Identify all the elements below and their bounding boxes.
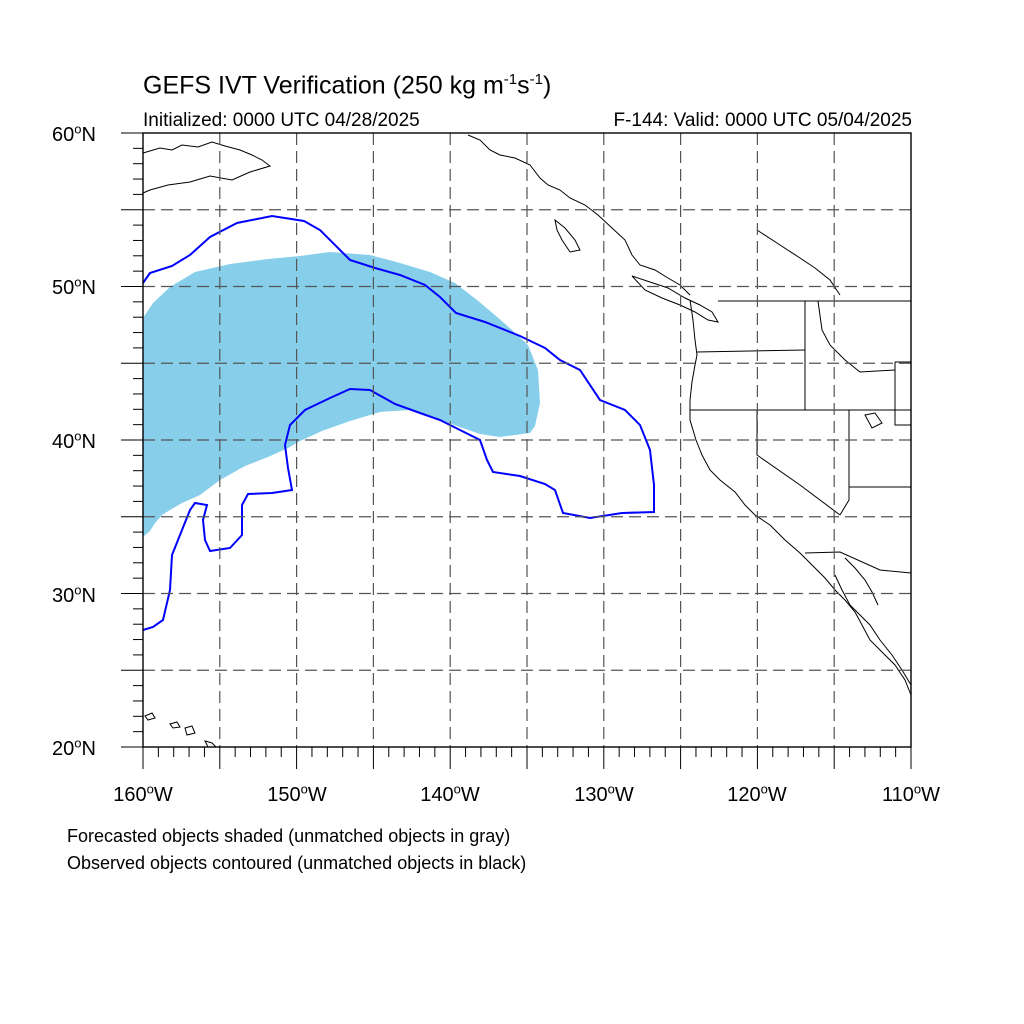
lat-label-60: 60oN: [52, 121, 96, 146]
footnote-forecast: Forecasted objects shaded (unmatched obj…: [67, 826, 511, 846]
observed-object-contour: [142, 214, 655, 631]
hawaii-island-2: [169, 721, 181, 729]
hawaii-island-3: [184, 725, 196, 736]
lat-label-30: 30oN: [52, 582, 96, 607]
lon-label-120w: 120oW: [727, 781, 787, 806]
vancouver-island: [631, 275, 720, 323]
lon-label-160w: 160oW: [113, 781, 173, 806]
graticule: [143, 133, 911, 747]
ca-nv-diagonal: [756, 410, 841, 516]
bc-interior: [756, 229, 841, 296]
wa-or-border: [696, 349, 806, 353]
hawaii-island-4: [204, 740, 218, 748]
us-west-coast: [689, 299, 912, 696]
axis-ticks: [121, 132, 912, 769]
wy-border: [894, 361, 911, 426]
title-exponent-1: -1: [503, 71, 518, 88]
kodiak-island: [554, 218, 581, 253]
baja-california: [834, 574, 912, 686]
baja-gulf-coast: [844, 557, 879, 606]
lat-label-40: 40oN: [52, 428, 96, 453]
alaska-panhandle-coast: [467, 134, 691, 296]
init-time-label: Initialized: 0000 UTC 04/28/2025: [143, 110, 420, 131]
alaska-coast: [142, 141, 272, 194]
lat-label-20: 20oN: [52, 735, 96, 760]
lon-label-110w: 110oW: [881, 781, 941, 806]
nv-az-border: [839, 410, 850, 516]
mexico-border: [804, 551, 912, 574]
title-exponent-2: -1: [529, 71, 543, 88]
valid-time-label: F-144: Valid: 0000 UTC 05/04/2025: [613, 110, 912, 131]
chart-title: GEFS IVT Verification (250 kg m-1s-1): [143, 71, 551, 100]
lat-label-50: 50oN: [52, 274, 96, 299]
forecast-object-shaded: [143, 252, 540, 537]
title-unit-s: s: [517, 71, 530, 100]
great-salt-lake: [864, 412, 883, 429]
mt-id-border: [817, 300, 896, 373]
lon-label-150w: 150oW: [267, 781, 327, 806]
footnote-observed: Observed objects contoured (unmatched ob…: [67, 853, 527, 873]
hawaii-island-1: [144, 712, 156, 721]
title-text: GEFS IVT Verification (250 kg m: [143, 71, 504, 100]
lon-label-130w: 130oW: [574, 781, 634, 806]
title-close: ): [542, 71, 552, 100]
lon-label-140w: 140oW: [420, 781, 480, 806]
